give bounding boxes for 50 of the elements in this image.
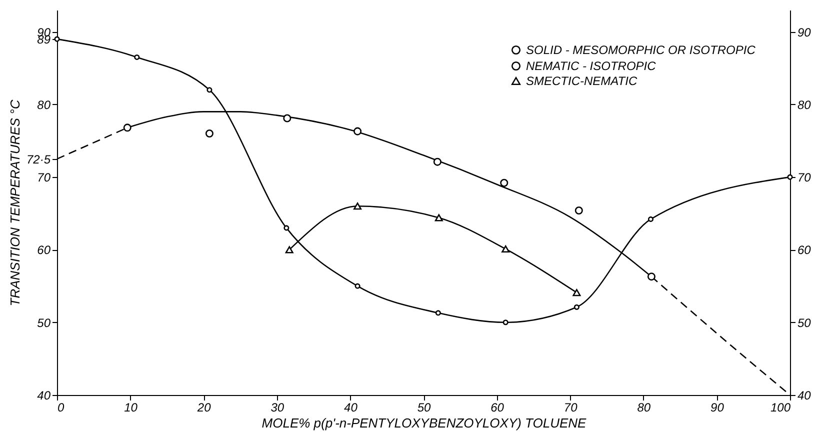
point xyxy=(574,206,583,214)
x-tick-label: 50 xyxy=(417,400,431,414)
point xyxy=(284,225,290,231)
legend-label: NEMATIC - ISOTROPIC xyxy=(526,59,656,73)
y-tick-label: 80 xyxy=(37,98,51,112)
legend-label: SMECTIC-NEMATIC xyxy=(526,74,638,88)
point xyxy=(354,202,362,210)
legend-label: SOLID - MESOMORPHIC OR ISOTROPIC xyxy=(526,43,756,57)
x-tick-label: 70 xyxy=(564,400,578,414)
x-tick-label: 0 xyxy=(58,400,64,414)
point xyxy=(283,114,292,122)
point xyxy=(502,245,510,253)
point xyxy=(433,158,442,166)
point xyxy=(572,289,581,296)
y-tick-label: 72·5 xyxy=(26,152,51,166)
point xyxy=(648,216,654,222)
y-tick-label: 40 xyxy=(37,388,51,402)
x-tick-label: 60 xyxy=(490,400,504,414)
point xyxy=(574,304,580,310)
point xyxy=(134,54,140,60)
x-tick-label: 80 xyxy=(637,400,651,414)
x-tick-label: 10 xyxy=(124,400,138,414)
y2-tick-label: 40 xyxy=(798,388,812,402)
point xyxy=(502,320,508,326)
point xyxy=(647,272,656,281)
x-tick-label: 40 xyxy=(344,400,358,414)
y2-tick-label: 60 xyxy=(798,243,812,258)
x-tick-label: 20 xyxy=(196,400,212,414)
point xyxy=(435,310,441,316)
y2-tick-label: 80 xyxy=(798,98,812,112)
x-tick-label: 90 xyxy=(710,400,724,414)
x-tick-label: 100 xyxy=(770,400,791,414)
point xyxy=(434,214,443,222)
point xyxy=(787,174,793,180)
point xyxy=(354,283,360,289)
point xyxy=(123,124,132,132)
x-tick-label: 30 xyxy=(270,400,284,414)
point xyxy=(285,246,294,254)
point xyxy=(354,127,362,136)
y-axis-title: TRANSITION TEMPERATURES °C xyxy=(7,99,22,306)
x-axis-title: MOLE% p(p'-n-PENTYLOXYBENZOYLOXY) TOLUENE xyxy=(262,416,587,430)
point xyxy=(206,87,212,93)
y-tick-label: 50 xyxy=(37,316,51,330)
y2-tick-label: 90 xyxy=(798,25,812,40)
point xyxy=(205,129,214,138)
y-tick-label: 60 xyxy=(37,243,51,258)
y2-tick-label: 50 xyxy=(798,316,812,330)
point xyxy=(500,178,508,187)
y2-tick-label: 70 xyxy=(798,170,812,185)
y-tick-label: 70 xyxy=(37,170,51,185)
